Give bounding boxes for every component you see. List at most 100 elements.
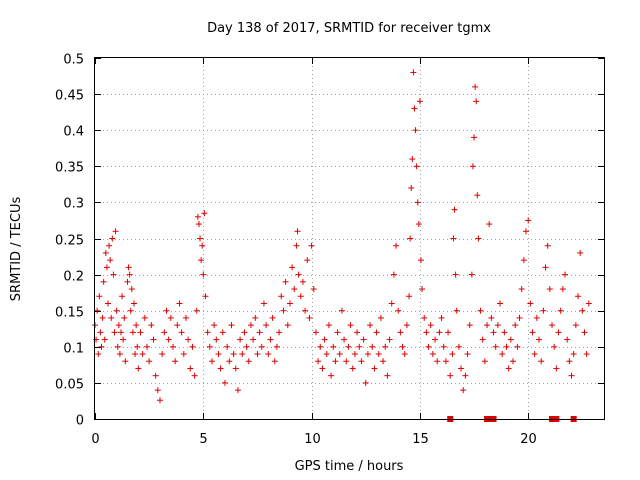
data-point [129,329,136,336]
data-point [96,293,103,300]
data-point [193,307,200,314]
data-point [360,336,367,343]
data-point [469,163,476,170]
data-point [557,307,564,314]
data-point [143,343,150,350]
data-point [116,351,123,358]
data-point [568,372,575,379]
data-point [423,329,430,336]
data-point [531,351,538,358]
data-point [413,163,420,170]
data-point [390,271,397,278]
data-point [585,300,592,307]
data-point [334,329,341,336]
data-point [449,351,456,358]
data-point [106,242,113,249]
data-point [221,379,228,386]
data-point [429,351,436,358]
x-axis-label: GPS time / hours [295,459,404,474]
data-point [345,343,352,350]
data-point [101,336,108,343]
data-point [128,286,135,293]
data-point [120,336,127,343]
data-point [115,322,122,329]
data-point [536,336,543,343]
data-point [94,307,101,314]
data-point [239,351,246,358]
y-axis-label: SRMTID / TECUs [9,197,24,302]
x-tick-label: 15 [412,432,429,447]
data-point [321,336,328,343]
data-point [241,329,248,336]
data-point [159,351,166,358]
data-point [472,83,479,90]
data-point [150,336,157,343]
data-point [458,365,465,372]
data-point [198,257,205,264]
y-tick-label: 0.45 [55,89,84,104]
data-point [436,329,443,336]
data-point [412,127,419,134]
data-point [562,271,569,278]
data-point [440,343,447,350]
data-point [325,322,332,329]
data-point [126,271,133,278]
data-point [180,351,187,358]
data-point [315,358,322,365]
data-point [330,343,337,350]
data-point [165,336,172,343]
data-point [293,242,300,249]
data-point [512,322,519,329]
data-point [399,343,406,350]
data-point [419,286,426,293]
data-point [265,351,272,358]
data-point [111,329,118,336]
data-point [204,329,211,336]
x-tick-label: 10 [304,432,321,447]
data-point [507,336,514,343]
data-point [473,98,480,105]
data-point [169,343,176,350]
data-point [217,365,224,372]
data-point [102,249,109,256]
data-point [466,322,473,329]
data-point [523,228,530,235]
data-point [133,322,140,329]
data-point [464,351,471,358]
data-point [130,300,137,307]
data-point [367,322,374,329]
data-point [228,322,235,329]
data-point [135,365,142,372]
data-point [269,314,276,321]
data-point [499,351,506,358]
data-point [395,307,402,314]
data-point [213,336,220,343]
data-point [486,221,493,228]
data-point [514,343,521,350]
data-point [328,372,335,379]
data-point [306,314,313,321]
data-point [172,358,179,365]
data-point [117,329,124,336]
data-point [364,351,371,358]
y-tick-label: 0 [76,414,84,429]
data-point [112,228,119,235]
data-point [245,358,252,365]
data-point [477,307,484,314]
data-point [347,322,354,329]
data-point [119,293,126,300]
data-point [124,278,131,285]
data-point [421,314,428,321]
data-point [125,264,132,271]
data-point [510,358,517,365]
data-point [230,351,237,358]
data-point [442,358,449,365]
data-point [197,235,204,242]
data-point [107,257,114,264]
data-point [226,358,233,365]
data-point [110,271,117,278]
data-point [451,206,458,213]
data-point [415,221,422,228]
axis-ticks: 0 0.05 0.1 0.15 0.2 0.25 0.3 0.35 0.4 0.45 0.5 0 5 10… [55,53,604,447]
data-point [542,264,549,271]
